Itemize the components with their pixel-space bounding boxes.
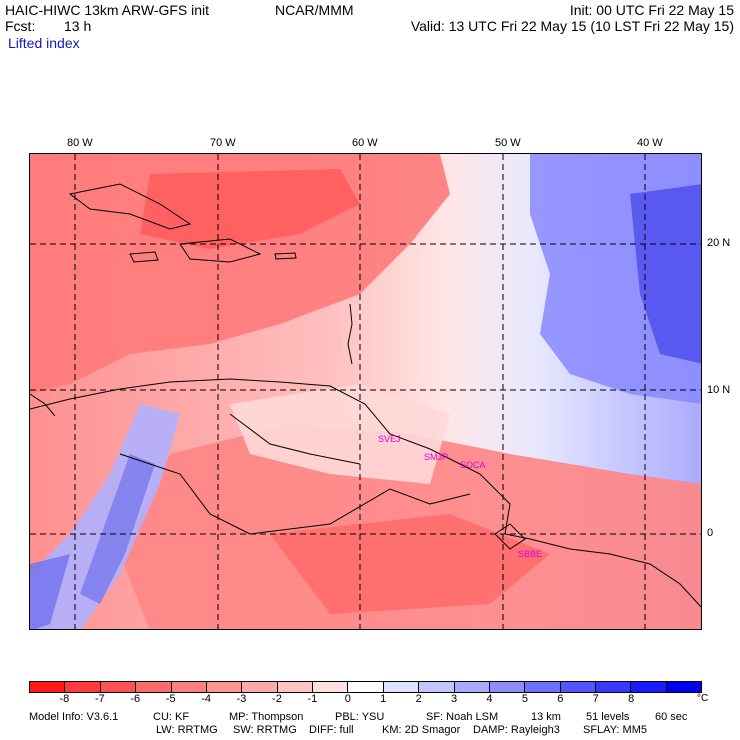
colorbar-cell [419, 682, 455, 692]
colorbar-tick-label: -6 [130, 693, 141, 705]
colorbar-tick-label: 0 [344, 693, 351, 705]
border-colombia [119, 453, 251, 535]
footer-damp: DAMP: Rayleigh3 [473, 724, 560, 736]
coastlines [30, 183, 701, 608]
station-soca: SOCA [460, 460, 486, 470]
station-sbbe: SBBE [518, 549, 542, 559]
colorbar-tick-label: -5 [165, 693, 176, 705]
footer-mp: MP: Thompson [229, 711, 304, 723]
colorbar-cell [454, 682, 490, 692]
colorbar-cell [560, 682, 596, 692]
init-time: Init: 00 UTC Fri 22 May 15 [569, 2, 734, 18]
coast-south-america [30, 378, 701, 608]
field-atlantic-core [630, 184, 701, 364]
colorbar-tick-label: 3 [450, 693, 458, 705]
footer-cu: CU: KF [153, 711, 190, 723]
colorbar-tick-label: -7 [94, 693, 105, 705]
colorbar-cell [348, 682, 384, 692]
footer-pbl: PBL: YSU [335, 711, 385, 723]
colorbar-cell [171, 682, 207, 692]
colorbar [29, 681, 702, 693]
border-brazil [249, 488, 471, 535]
colorbar-cell [666, 682, 702, 692]
lat-lon-grid [30, 154, 701, 629]
footer-model-info: Model Info: V3.6.1 [29, 711, 119, 723]
field-andes-core [80, 454, 155, 604]
field-name: Lifted index [8, 35, 80, 51]
fcst-value: 13 h [64, 18, 92, 34]
field-caribbean-band [30, 154, 450, 394]
coast-amazon-delta [494, 523, 526, 550]
valid-time: Valid: 13 UTC Fri 22 May 15 (10 LST Fri … [410, 18, 734, 34]
field-pacific [30, 554, 70, 629]
colorbar-cell [631, 682, 667, 692]
lat-label-20n: 20 N [707, 237, 731, 249]
colorbar-cell [383, 682, 420, 692]
colorbar-cell [206, 682, 243, 692]
colorbar-cell [489, 682, 526, 692]
field-caribbean-core [140, 169, 360, 249]
lifted-index-map: SVEJ SMJP SOCA SBBE [29, 153, 702, 630]
colorbar-tick-label: 6 [557, 693, 564, 705]
lon-label-50w: 50 W [495, 137, 521, 149]
colorbar-cell [596, 682, 632, 692]
colorbar-cell [136, 682, 172, 692]
footer-timestep: 60 sec [655, 711, 688, 723]
colorbar-tick-label: -4 [201, 693, 211, 705]
footer-sf: SF: Noah LSM [426, 711, 499, 723]
coast-jamaica [129, 251, 159, 263]
colorbar-cell [313, 682, 349, 692]
footer-resolution: 13 km [531, 711, 561, 723]
lon-label-60w: 60 W [352, 137, 378, 149]
station-svej: SVEJ [378, 434, 401, 444]
colorbar-cell [277, 682, 313, 692]
colorbar-cell [65, 682, 101, 692]
footer-km: KM: 2D Smagor [382, 724, 461, 736]
model-title: HAIC-HIWC 13km ARW-GFS init [5, 2, 210, 18]
colorbar-tick-label: -3 [236, 693, 247, 705]
footer-sw: SW: RRTMG [233, 724, 297, 736]
colorbar-cell [525, 682, 561, 692]
colorbar-tick-label: 8 [628, 693, 635, 705]
colorbar-cell [100, 682, 137, 692]
station-smjp: SMJP [424, 452, 448, 462]
colorbar-tick-label: -2 [272, 693, 282, 705]
coast-puerto-rico [274, 252, 297, 260]
footer-sflay: SFLAY: MM5 [583, 724, 647, 736]
colorbar-tick-label: 4 [486, 693, 493, 705]
colorbar-tick-label: -1 [307, 693, 318, 705]
colorbar-tick-label: 5 [521, 693, 528, 705]
footer-diff: DIFF: full [309, 724, 354, 736]
lat-label-10n: 10 N [707, 384, 731, 396]
lat-label-0: 0 [707, 527, 714, 539]
lon-label-80w: 80 W [67, 137, 93, 149]
colorbar-unit: °C [697, 693, 709, 704]
fcst-label: Fcst: [5, 18, 36, 34]
coast-antilles [347, 303, 353, 365]
coast-central-america [30, 393, 56, 417]
colorbar-tick-label: -8 [59, 693, 70, 705]
lon-label-40w: 40 W [637, 137, 663, 149]
coast-cuba [68, 183, 192, 230]
lon-label-70w: 70 W [210, 137, 236, 149]
colorbar-tick-label: 7 [592, 693, 599, 705]
border-venezuela [229, 413, 361, 465]
footer-levels: 51 levels [586, 711, 630, 723]
footer-lw: LW: RRTMG [156, 724, 218, 736]
colorbar-tick-label: 2 [415, 693, 422, 705]
colorbar-cell [30, 682, 66, 692]
coast-hispaniola [179, 238, 262, 263]
center-name: NCAR/MMM [275, 2, 354, 18]
colorbar-cell [242, 682, 278, 692]
field-amazon [270, 514, 550, 614]
field-guianas [230, 384, 450, 484]
colorbar-tick-label: 1 [380, 693, 387, 705]
